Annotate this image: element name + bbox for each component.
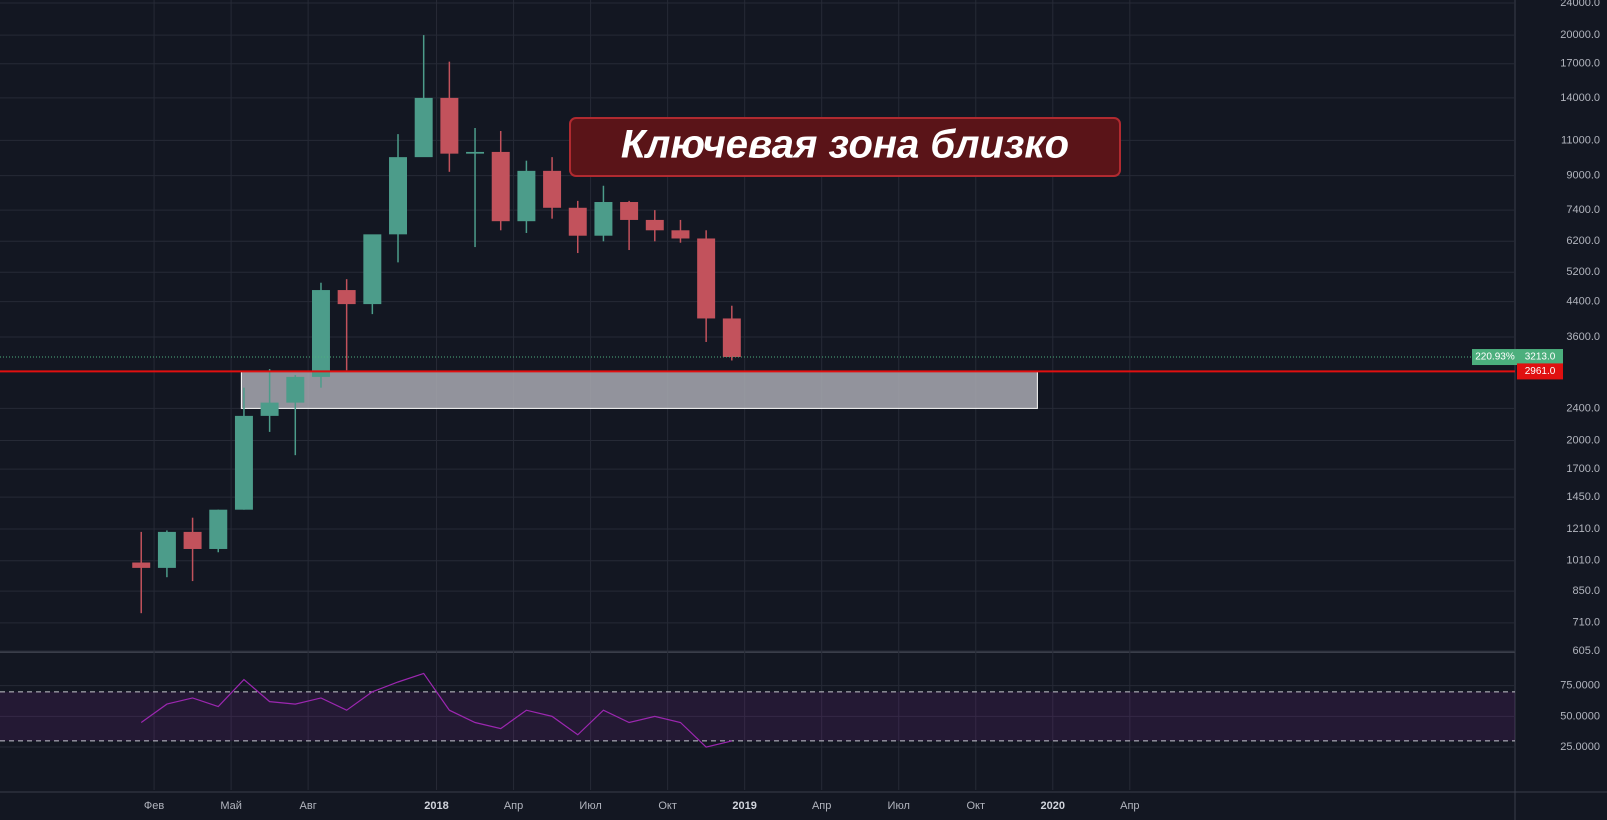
y-tick-label: 24000.0 <box>1560 0 1600 9</box>
x-tick-label: Фев <box>144 800 164 812</box>
annotation-box: Ключевая зона близко <box>569 117 1121 177</box>
x-tick-label: 2018 <box>424 800 448 812</box>
y-tick-label: 9000.0 <box>1566 170 1600 182</box>
rsi-tick-label: 50.0000 <box>1560 710 1600 722</box>
y-tick-label: 3600.0 <box>1566 331 1600 343</box>
x-tick-label: Окт <box>966 800 985 812</box>
candle-body <box>671 230 690 239</box>
level-tag-label: 2961.0 <box>1525 366 1556 377</box>
candle-body <box>183 531 202 549</box>
x-tick-label: Июл <box>888 800 910 812</box>
candle-body <box>234 415 253 510</box>
x-tick-label: Апр <box>1120 800 1139 812</box>
candle-body <box>568 207 587 236</box>
rsi-tick-label: 25.0000 <box>1560 741 1600 753</box>
y-tick-label: 710.0 <box>1572 617 1600 629</box>
labels: Фев Май Авг 2018 Апр Июл Окт 2019 Апр Июл Окт 2020 А… <box>144 0 1600 812</box>
price-tag-label: 3213.0 <box>1525 352 1556 363</box>
marks <box>0 35 1515 748</box>
x-tick-label: Окт <box>658 800 677 812</box>
rsi-band <box>0 691 1515 741</box>
y-tick-label: 17000.0 <box>1560 58 1600 70</box>
candle-body <box>157 531 176 568</box>
x-tick-label: 2020 <box>1041 800 1065 812</box>
candle-body <box>286 376 305 403</box>
x-tick-label: Май <box>220 800 242 812</box>
candle-body <box>466 151 485 154</box>
x-tick-label: Апр <box>812 800 831 812</box>
rsi-tick-label: 75.0000 <box>1560 680 1600 692</box>
key-zone <box>240 370 1038 409</box>
y-tick-label: 6200.0 <box>1566 235 1600 247</box>
x-tick-label: 2019 <box>732 800 756 812</box>
candle-body <box>491 151 510 222</box>
y-tick-label: 7400.0 <box>1566 204 1600 216</box>
candle-body <box>645 219 664 231</box>
candle-body <box>517 170 536 222</box>
annotation-text: Ключевая зона близко <box>621 123 1069 167</box>
change-tag <box>1472 349 1518 366</box>
candle-body <box>722 318 741 358</box>
change-label: 220.93% <box>1475 352 1515 363</box>
y-tick-label: 1210.0 <box>1566 523 1600 535</box>
y-tick-label: 1700.0 <box>1566 463 1600 475</box>
rsi-line <box>140 672 732 748</box>
y-tick-label: 605.0 <box>1572 645 1600 657</box>
candle-body <box>363 234 382 305</box>
candle-body <box>337 290 356 305</box>
y-tick-label: 11000.0 <box>1561 134 1600 146</box>
price-tag <box>1517 349 1563 366</box>
x-tick-label: Авг <box>300 800 317 812</box>
annotation-frame <box>569 117 1121 177</box>
x-tick-label: Июл <box>579 800 601 812</box>
y-tick-label: 4400.0 <box>1566 296 1600 308</box>
y-tick-label: 1010.0 <box>1566 555 1600 567</box>
candle-body <box>311 290 330 377</box>
candle-body <box>440 97 459 154</box>
candle-body <box>414 97 433 158</box>
y-tick-label: 20000.0 <box>1560 29 1600 41</box>
candle-body <box>543 170 562 208</box>
candle-body <box>594 202 613 236</box>
y-tick-label: 5200.0 <box>1566 266 1600 278</box>
candle-body <box>697 238 716 319</box>
candle-body <box>132 562 151 568</box>
level-tag <box>1517 363 1563 380</box>
y-tick-label: 2000.0 <box>1566 434 1600 446</box>
x-tick-label: Апр <box>504 800 523 812</box>
candle-body <box>209 509 228 549</box>
y-tick-label: 1450.0 <box>1566 491 1600 503</box>
y-tick-label: 14000.0 <box>1560 92 1600 104</box>
y-tick-label: 850.0 <box>1572 585 1600 597</box>
candle-body <box>260 402 279 416</box>
y-tick-label: 2400.0 <box>1566 402 1600 414</box>
candle-body <box>389 157 407 235</box>
candle-body <box>620 202 639 220</box>
